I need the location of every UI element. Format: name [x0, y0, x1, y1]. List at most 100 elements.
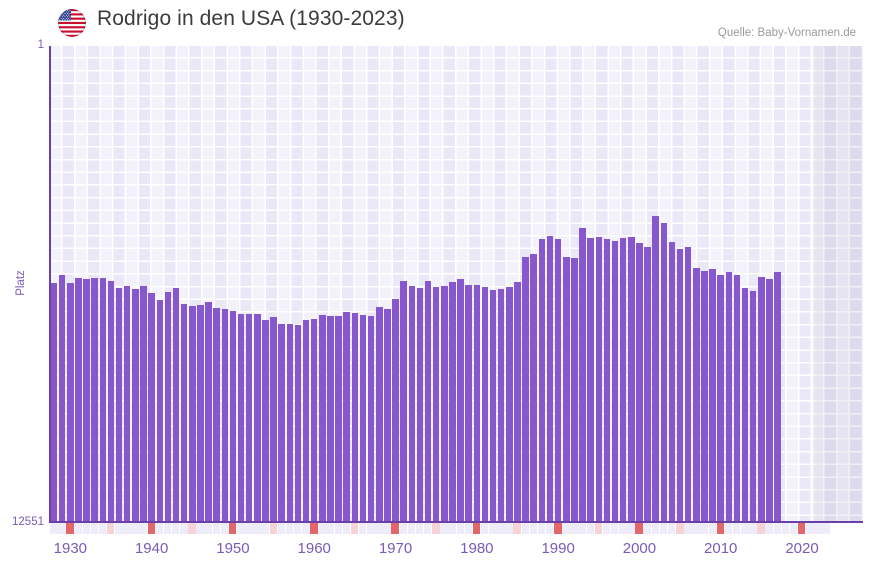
bar[interactable] [733, 275, 741, 522]
bar[interactable] [571, 258, 578, 522]
bar[interactable] [392, 299, 399, 522]
bar[interactable] [522, 257, 529, 522]
bar[interactable] [221, 309, 229, 522]
bar[interactable] [343, 312, 350, 522]
bar[interactable] [132, 289, 139, 522]
x-tick-cell [602, 523, 611, 534]
bar[interactable] [335, 316, 342, 522]
bar[interactable] [156, 300, 163, 522]
bar[interactable] [603, 238, 611, 522]
bar[interactable] [579, 227, 586, 522]
bar[interactable] [473, 285, 481, 522]
bar[interactable] [351, 312, 359, 522]
bar[interactable] [123, 286, 131, 522]
bar[interactable] [497, 288, 505, 522]
bar[interactable] [676, 249, 684, 522]
bar[interactable] [449, 281, 456, 522]
x-tick-cell [106, 523, 115, 534]
bar[interactable] [384, 309, 391, 522]
bar[interactable] [660, 223, 668, 522]
bar[interactable] [587, 237, 594, 522]
bar[interactable] [530, 254, 537, 522]
bar[interactable] [481, 286, 489, 522]
bar[interactable] [302, 319, 310, 522]
bar[interactable] [327, 315, 334, 522]
bar[interactable] [684, 246, 692, 522]
bar[interactable] [310, 318, 318, 522]
bar[interactable] [107, 280, 115, 522]
bar[interactable] [628, 237, 635, 522]
bar[interactable] [189, 306, 196, 522]
bar[interactable] [319, 314, 326, 522]
bar[interactable] [652, 215, 659, 522]
bar[interactable] [546, 236, 554, 522]
bar[interactable] [725, 272, 733, 522]
bar[interactable] [58, 275, 66, 522]
bar[interactable] [701, 271, 708, 522]
bar[interactable] [270, 317, 277, 522]
bar[interactable] [172, 287, 180, 522]
bar[interactable] [595, 237, 603, 522]
bar[interactable] [774, 272, 781, 522]
bar[interactable] [489, 289, 497, 522]
bar[interactable] [294, 324, 302, 522]
bar[interactable] [67, 282, 74, 522]
x-tick-cell [147, 523, 156, 534]
bar[interactable] [115, 287, 123, 522]
bar[interactable] [408, 286, 416, 522]
bar[interactable] [619, 237, 627, 522]
bar[interactable] [75, 278, 82, 522]
bar[interactable] [693, 268, 700, 522]
bar[interactable] [611, 241, 619, 522]
bar[interactable] [441, 286, 448, 522]
bar[interactable] [197, 305, 204, 522]
bar[interactable] [766, 279, 773, 522]
bar[interactable] [416, 287, 424, 522]
bar[interactable] [359, 315, 367, 522]
bar[interactable] [554, 239, 562, 522]
x-tick-cell [489, 523, 497, 534]
bar[interactable] [376, 306, 383, 522]
bar[interactable] [245, 313, 253, 522]
bar[interactable] [668, 242, 676, 522]
bar[interactable] [140, 286, 147, 522]
bar[interactable] [465, 284, 472, 522]
bar[interactable] [424, 281, 432, 522]
bar[interactable] [717, 274, 724, 522]
bar[interactable] [457, 279, 464, 522]
bar[interactable] [506, 286, 513, 522]
bar[interactable] [709, 268, 716, 522]
bar[interactable] [213, 307, 220, 522]
bar[interactable] [148, 293, 155, 522]
bar[interactable] [538, 238, 546, 522]
bar[interactable] [205, 301, 212, 522]
bar[interactable] [367, 316, 375, 522]
bar[interactable] [432, 286, 440, 522]
bar[interactable] [164, 292, 172, 522]
bar[interactable] [99, 278, 107, 522]
bar[interactable] [741, 287, 749, 522]
bar[interactable] [229, 310, 237, 522]
bar[interactable] [636, 243, 643, 522]
bar[interactable] [91, 278, 98, 522]
bar[interactable] [749, 290, 757, 522]
bar[interactable] [278, 323, 285, 522]
bar[interactable] [286, 324, 294, 522]
bar[interactable] [758, 276, 765, 522]
x-tick-cell [318, 523, 326, 534]
bar[interactable] [262, 319, 269, 522]
x-tick-cell [513, 523, 521, 534]
x-tick-cell [302, 523, 310, 534]
bar[interactable] [237, 313, 245, 522]
bar[interactable] [254, 314, 261, 522]
bar[interactable] [50, 283, 58, 522]
bar[interactable] [514, 281, 521, 522]
bar[interactable] [563, 257, 570, 522]
x-tick-cell [472, 523, 481, 534]
bar[interactable] [400, 281, 407, 522]
x-tick-cell [480, 523, 489, 534]
bar[interactable] [644, 246, 651, 522]
bar[interactable] [83, 279, 90, 522]
bar[interactable] [180, 303, 188, 522]
x-tick-cell [749, 523, 757, 534]
